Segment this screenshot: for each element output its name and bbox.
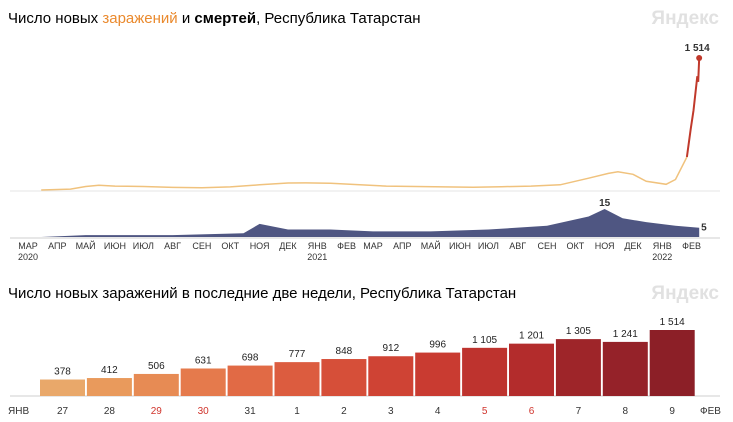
month-tick-label: ОКТ [566,241,584,251]
bar[interactable] [321,359,367,396]
month-tick-label: МАЙ [421,240,441,251]
chart1-title-part3: , Республика Татарстан [256,10,421,27]
bar-day-label: 7 [576,406,582,417]
month-tick-label: НОЯ [595,241,615,251]
bar[interactable] [274,362,320,396]
month-tick-label: ИЮН [449,241,471,251]
bar-day-label: 4 [435,406,441,417]
month-tick-label: ИЮЛ [133,241,154,251]
bar[interactable] [649,330,695,396]
month-tick-label: СЕН [537,241,556,251]
bar-day-label: 27 [57,406,69,417]
month-tick-label: ФЕВ [337,241,356,251]
bar-day-label: 6 [529,406,535,417]
bar-day-label: 8 [623,406,629,417]
bar[interactable] [462,347,508,396]
month-tick-label: МАР [363,241,383,251]
bar-axis-start-month: ЯНВ [8,406,29,417]
bar[interactable] [133,373,179,396]
chart1-title-cases: заражений [102,10,178,27]
month-tick-label: ЯНВ [308,241,327,251]
bar[interactable] [602,341,648,396]
year-tick-label: 2021 [307,252,327,262]
month-tick-label: ИЮЛ [478,241,499,251]
bar[interactable] [86,378,132,396]
month-tick-label: МАЙ [76,240,96,251]
bar-day-label: 1 [294,406,300,417]
bar-value-label: 506 [148,361,165,372]
cases-series-line [41,156,688,191]
bar-value-label: 912 [382,343,399,354]
bar-value-label: 996 [429,340,446,351]
deaths-series-area [41,209,700,237]
bar-value-label: 848 [336,346,353,357]
month-tick-label: ФЕВ [682,241,701,251]
yandex-watermark-2: Яндекс [651,283,719,304]
bar-value-label: 378 [54,367,71,378]
bar-value-label: 1 305 [566,326,591,337]
bar-value-label: 1 201 [519,331,544,342]
year-tick-label: 2022 [652,252,672,262]
cases-peak-label: 1 514 [685,43,710,54]
bar-value-label: 777 [289,349,306,360]
bar-value-label: 1 514 [660,317,685,328]
bar-day-label: 28 [104,406,116,417]
month-tick-label: ИЮН [104,241,126,251]
deaths-last-label: 5 [701,223,707,234]
bar-day-label: 5 [482,406,488,417]
month-tick-label: АПР [48,241,66,251]
bar-day-label: 30 [198,406,210,417]
month-tick-label: ДЕК [279,241,297,251]
bar-value-label: 1 241 [613,329,638,340]
bar-value-label: 412 [101,365,118,376]
bar[interactable] [180,368,226,396]
month-tick-label: СЕН [192,241,211,251]
deaths-peak-label: 15 [599,198,611,209]
yandex-watermark-1: Яндекс [651,8,719,29]
bar-day-label: 3 [388,406,394,417]
month-tick-label: АВГ [509,241,526,251]
bar-day-label: 29 [151,406,163,417]
month-tick-label: ОКТ [221,241,239,251]
bar-day-label: 31 [245,406,257,417]
bar-day-label: 2 [341,406,347,417]
chart1-title-part2: и [177,10,195,27]
bar[interactable] [509,343,554,396]
month-tick-label: АВГ [164,241,181,251]
bar[interactable] [40,379,85,396]
bar-value-label: 698 [242,353,259,364]
bar[interactable] [227,365,273,396]
chart1-title-part1: Число новых [8,10,103,27]
bars-group: 3782741228506296313069831777184829123996… [40,317,695,417]
month-tick-label: ДЕК [624,241,642,251]
bar-value-label: 1 105 [472,335,497,346]
month-tick-label: АПР [393,241,411,251]
month-tick-label: ЯНВ [653,241,672,251]
chart1-title: Число новых заражений и смертей, Республ… [8,10,421,27]
cases-recent-line [685,57,701,158]
year-tick-label: 2020 [18,252,38,262]
bar-axis-end-month: ФЕВ [700,406,721,417]
bar-value-label: 631 [195,355,212,366]
bar[interactable] [368,356,414,396]
month-tick-label: НОЯ [250,241,270,251]
chart2-title: Число новых заражений в последние две не… [8,285,517,302]
bar-day-label: 9 [669,406,675,417]
month-tick-label: МАР [18,241,38,251]
chart1-title-deaths: смертей [194,10,257,27]
bar[interactable] [415,352,461,396]
cases-peak-marker [696,55,703,61]
bar[interactable] [555,339,601,396]
